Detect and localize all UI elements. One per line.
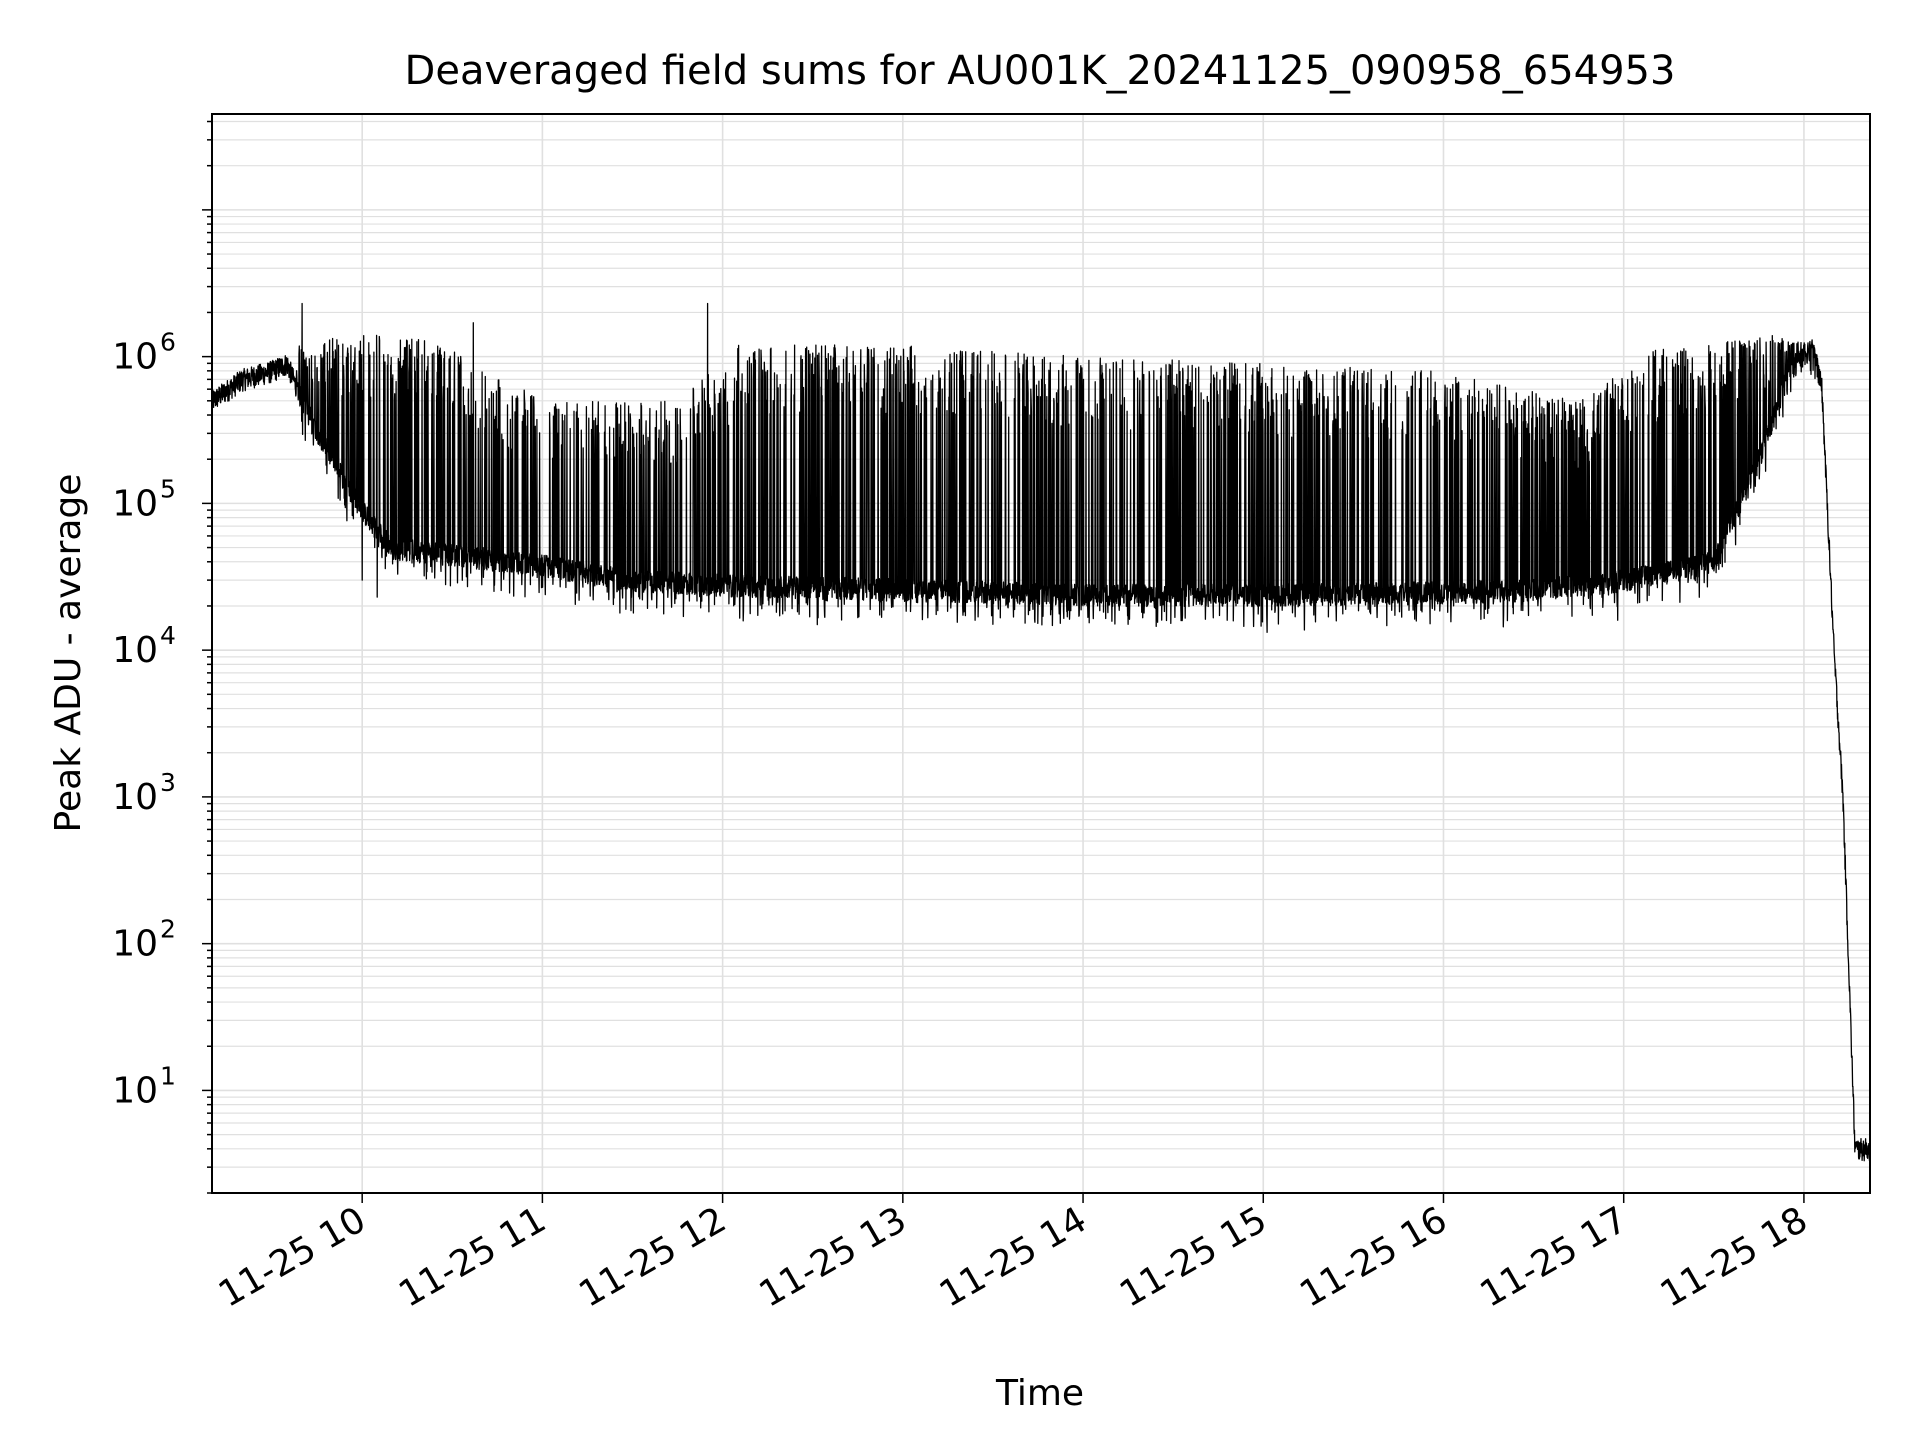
axes-frame <box>211 113 1871 1194</box>
grid <box>212 114 1870 1194</box>
y-axis-label: Peak ADU - average <box>48 474 89 833</box>
y-tick-exponent: 2 <box>160 915 176 944</box>
y-tick-exponent: 5 <box>160 474 176 503</box>
y-tick-label: 10 <box>112 924 158 965</box>
x-axis-label: Time <box>995 1373 1084 1414</box>
y-tick-exponent: 6 <box>160 328 176 357</box>
series-line <box>211 302 1871 1162</box>
chart-title: Deaveraged field sums for AU001K_2024112… <box>405 48 1676 94</box>
y-tick-label: 10 <box>112 630 158 671</box>
y-tick-exponent: 1 <box>160 1061 176 1090</box>
y-tick-exponent: 3 <box>160 768 176 797</box>
y-tick-label: 10 <box>112 483 158 524</box>
y-tick-label: 10 <box>112 777 158 818</box>
y-tick-label: 10 <box>112 337 158 378</box>
plot-area <box>211 302 1871 1162</box>
y-tick-label: 10 <box>112 1070 158 1111</box>
y-tick-exponent: 4 <box>160 621 176 650</box>
